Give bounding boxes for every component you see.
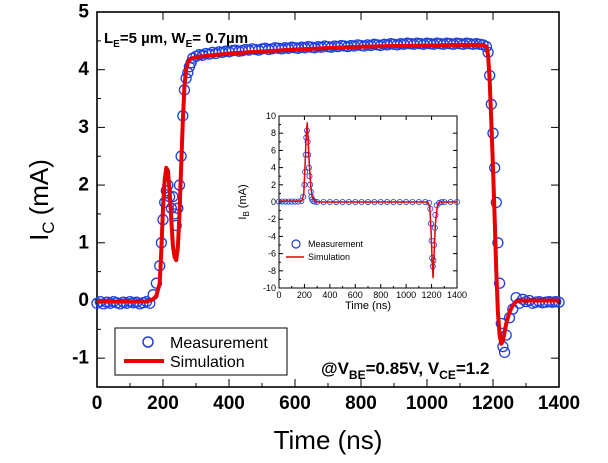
main-y-tick-label: 4	[78, 59, 89, 80]
inset-y-tick-label: -8	[268, 266, 276, 276]
inset-y-tick-label: 2	[271, 180, 276, 190]
main-y-axis-title: IC(mA)	[24, 159, 58, 241]
inset-x-tick-label: 1000	[396, 290, 416, 300]
inset-legend-measurement-marker	[291, 239, 301, 249]
inset-x-tick-label: 800	[373, 290, 388, 300]
inset-x-tick-label: 0	[276, 290, 281, 300]
inset-y-tick-label: 8	[271, 128, 276, 138]
inset-x-tick-label: 600	[348, 290, 363, 300]
main-y-tick-label: 5	[78, 2, 89, 23]
inset-y-tick-label: 6	[271, 145, 276, 155]
main-x-axis-title: Time (ns)	[274, 425, 383, 455]
inset-y-axis-title: IB(mA)	[237, 184, 251, 219]
main-legend-box	[114, 327, 288, 376]
inset-x-tick-label: 1200	[422, 290, 442, 300]
main-x-tick-label: 1200	[472, 393, 514, 414]
main-measurement-point	[490, 196, 502, 209]
main-y-tick-label: 2	[78, 175, 89, 196]
main-legend-measurement-label: Measurement	[170, 335, 268, 352]
inset-series	[275, 122, 460, 279]
main-x-tick-label: 1000	[406, 393, 448, 414]
inset-legend-measurement-label: Measurement	[308, 239, 364, 249]
main-measurement-point	[493, 277, 506, 289]
main-legend-simulation-label: Simulation	[170, 354, 245, 371]
main-x-tick-label: 800	[345, 393, 377, 414]
inset-y-tick-label: 4	[271, 163, 276, 173]
inset-x-tick-label: 1400	[447, 290, 467, 300]
main-x-tick-label: 0	[92, 393, 103, 414]
main-x-tick-label: 400	[213, 393, 245, 414]
inset-x-tick-label: 200	[297, 290, 312, 300]
main-simulation-line	[97, 42, 559, 346]
geometry-annotation: LE=5 µm, WE= 0.7µm	[104, 30, 248, 50]
main-measurement-point	[498, 346, 511, 359]
inset-y-tick-label: -4	[268, 231, 276, 241]
inset-x-tick-label: 400	[322, 290, 337, 300]
main-y-tick-label: -1	[72, 348, 89, 369]
inset-y-tick-label: -6	[268, 249, 276, 259]
main-y-tick-label: 3	[78, 117, 89, 138]
main-y-tick-label: 1	[78, 232, 89, 253]
main-series	[91, 37, 565, 359]
main-measurement-point	[167, 190, 179, 203]
bias-annotation: @VBE=0.85V, VCE=1.2	[321, 359, 489, 382]
inset-y-tick-label: -10	[263, 283, 276, 293]
inset-y-tick-label: 10	[266, 111, 276, 121]
inset-simulation-line	[279, 122, 457, 279]
inset-ticks: 0 200 400 600 800 1000 1200 1400 -10 -8 -6 -4 -2 0 2 4 6…	[263, 111, 467, 300]
main-x-tick-label: 600	[279, 393, 311, 414]
main-measurement-point	[492, 237, 504, 249]
main-x-tick-label: 200	[147, 393, 179, 414]
inset-legend-simulation-label: Simulation	[308, 252, 350, 262]
inset-x-axis-title: Time (ns)	[345, 300, 391, 312]
main-y-tick-label: 0	[78, 290, 89, 311]
main-x-tick-label: 1400	[538, 393, 580, 414]
main-legend-measurement-marker	[142, 336, 154, 348]
inset-y-tick-label: -2	[268, 214, 276, 224]
inset-y-tick-label: 0	[271, 197, 276, 207]
